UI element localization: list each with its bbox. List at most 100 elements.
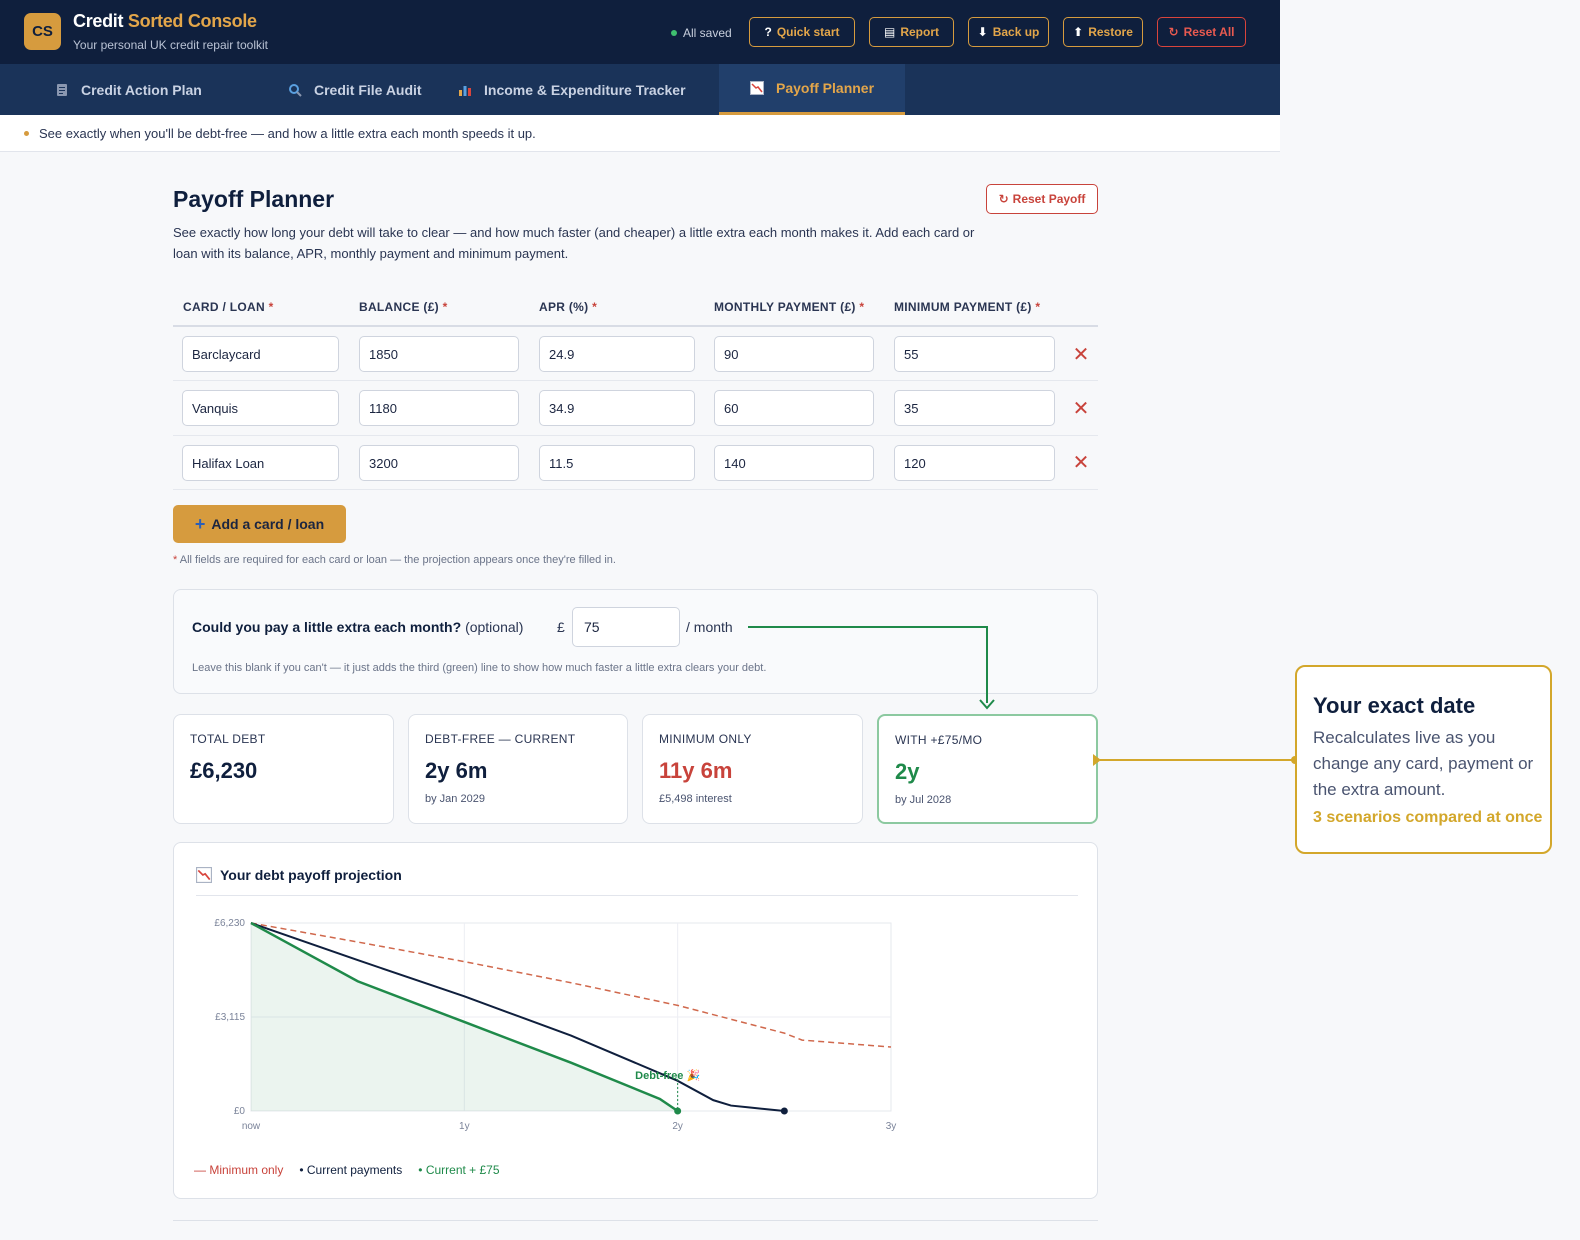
add-card-label: Add a card / loan	[211, 516, 325, 532]
quick-start-label: Quick start	[776, 25, 840, 39]
page-title: Payoff Planner	[173, 186, 335, 212]
column-header-balance: BALANCE (£) *	[359, 300, 448, 314]
status-dot-icon	[671, 30, 677, 36]
callout-tag: 3 scenarios compared at once	[1313, 809, 1543, 826]
chart-legend: — Minimum only • Current payments • Curr…	[194, 1163, 500, 1177]
card-name-input[interactable]: Vanquis	[182, 390, 339, 426]
page-intro: See exactly how long your debt will take…	[173, 225, 975, 261]
extra-to-stat-arrow	[748, 626, 988, 703]
currency-symbol: £	[557, 619, 565, 635]
chart-title-text: Your debt payoff projection	[220, 867, 402, 883]
hint-bar: See exactly when you'll be debt-free — a…	[0, 115, 1280, 152]
chart-title: Your debt payoff projection	[196, 867, 402, 883]
tab-bar: Credit Action Plan Credit File Audit Inc…	[0, 64, 1280, 115]
hint-text: See exactly when you'll be debt-free — a…	[39, 125, 536, 141]
stat-label: TOTAL DEBT	[190, 732, 266, 746]
row-divider	[173, 489, 1098, 490]
extra-question-text: Could you pay a little extra each month?	[192, 619, 462, 635]
upload-arrow-icon: ⬆	[1073, 25, 1084, 39]
restore-button[interactable]: ⬆ Restore	[1063, 17, 1143, 47]
callout-title: Your exact date	[1313, 693, 1476, 718]
column-header-minimum: MINIMUM PAYMENT (£) *	[894, 300, 1040, 314]
debt-free-annotation: Debt-free 🎉	[635, 1069, 700, 1082]
series-line-minimum-only	[250, 922, 892, 1048]
reset-all-label: Reset All	[1183, 25, 1235, 39]
tab-label: Credit File Audit	[314, 81, 422, 98]
minimum-payment-input[interactable]: 55	[894, 336, 1055, 372]
y-tick-label: £0	[234, 1106, 246, 1117]
x-tick-label: 3y	[886, 1121, 897, 1132]
monthly-payment-input[interactable]: 140	[714, 445, 874, 481]
clipboard-icon	[57, 83, 67, 96]
column-header-monthly: MONTHLY PAYMENT (£) *	[714, 300, 864, 314]
delete-row-icon[interactable]: ✕	[1072, 397, 1090, 420]
debt-free-marker	[674, 1107, 682, 1115]
card-name-input[interactable]: Barclaycard	[182, 336, 339, 372]
minimum-payment-input[interactable]: 120	[894, 445, 1055, 481]
report-label: Report	[900, 25, 939, 39]
add-card-button[interactable]: + Add a card / loan	[173, 505, 346, 543]
restore-label: Restore	[1088, 25, 1133, 39]
reset-all-button[interactable]: ↻ Reset All	[1157, 17, 1246, 47]
tab-label: Income & Expenditure Tracker	[484, 81, 686, 98]
extra-payment-panel: Could you pay a little extra each month?…	[173, 589, 1098, 694]
legend-current-payments: • Current payments	[299, 1163, 403, 1177]
stat-value: 11y 6m	[659, 758, 733, 783]
balance-input[interactable]: 1180	[359, 390, 519, 426]
card-name-input[interactable]: Halifax Loan	[182, 445, 339, 481]
stat-sub: by Jul 2028	[895, 794, 952, 806]
monthly-payment-input[interactable]: 90	[714, 336, 874, 372]
stat-label: MINIMUM ONLY	[659, 732, 752, 746]
arrow-head-icon	[979, 699, 995, 710]
tab-income-expenditure-tracker[interactable]: Income & Expenditure Tracker	[403, 64, 716, 115]
page-divider	[173, 1220, 1098, 1221]
stat-card-debt-free-current: DEBT-FREE — CURRENT 2y 6m by Jan 2029	[408, 714, 628, 824]
plus-icon: +	[194, 513, 206, 534]
x-tick-label: 1y	[459, 1121, 470, 1132]
refresh-icon: ↻	[998, 192, 1009, 206]
header-text: CARD / LOAN	[183, 300, 265, 314]
tab-payoff-planner[interactable]: Payoff Planner	[719, 64, 905, 115]
header-text: BALANCE (£)	[359, 300, 439, 314]
apr-input[interactable]: 34.9	[539, 390, 695, 426]
reset-payoff-button[interactable]: ↻ Reset Payoff	[986, 184, 1098, 214]
minimum-payment-input[interactable]: 35	[894, 390, 1055, 426]
balance-input[interactable]: 3200	[359, 445, 519, 481]
per-month-label: / month	[686, 619, 733, 635]
trend-down-icon	[196, 867, 212, 883]
column-header-card: CARD / LOAN *	[183, 300, 274, 314]
header-text: MINIMUM PAYMENT (£)	[894, 300, 1032, 314]
stat-value: £6,230	[190, 758, 258, 783]
app-subtitle: Your personal UK credit repair toolkit	[73, 38, 268, 52]
delete-row-icon[interactable]: ✕	[1072, 451, 1090, 474]
monthly-payment-input[interactable]: 60	[714, 390, 874, 426]
chart-card: Your debt payoff projection £6,230 £3,115…	[173, 842, 1098, 1199]
tab-credit-action-plan[interactable]: Credit Action Plan	[0, 64, 232, 115]
delete-row-icon[interactable]: ✕	[1072, 343, 1090, 366]
apr-input[interactable]: 11.5	[539, 445, 695, 481]
report-button[interactable]: ▤ Report	[869, 17, 954, 47]
stat-label: DEBT-FREE — CURRENT	[425, 732, 576, 746]
extra-question: Could you pay a little extra each month?…	[192, 619, 523, 635]
balance-input[interactable]: 1850	[359, 336, 519, 372]
back-up-label: Back up	[992, 25, 1040, 39]
current-payments-end-marker	[780, 1107, 788, 1115]
legend-minimum-only: — Minimum only	[194, 1163, 284, 1177]
save-status: All saved	[671, 26, 732, 40]
optional-label: (optional)	[465, 619, 524, 635]
apr-input[interactable]: 24.9	[539, 336, 695, 372]
required-marker: *	[268, 300, 274, 314]
row-divider	[173, 380, 1098, 381]
app-title-part2: Sorted Console	[127, 11, 257, 31]
app-title: Credit Sorted Console	[73, 11, 268, 32]
tab-label: Payoff Planner	[776, 80, 875, 96]
tab-credit-file-audit[interactable]: Credit File Audit	[233, 64, 452, 115]
back-up-button[interactable]: ⬇ Back up	[968, 17, 1049, 47]
tab-label: Credit Action Plan	[81, 81, 202, 98]
save-status-text: All saved	[683, 26, 732, 40]
extra-amount-input[interactable]: 75	[572, 607, 680, 647]
quick-start-button[interactable]: ? Quick start	[749, 17, 855, 47]
stat-card-total-debt: TOTAL DEBT £6,230	[173, 714, 394, 824]
stat-sub: by Jan 2029	[425, 793, 485, 805]
